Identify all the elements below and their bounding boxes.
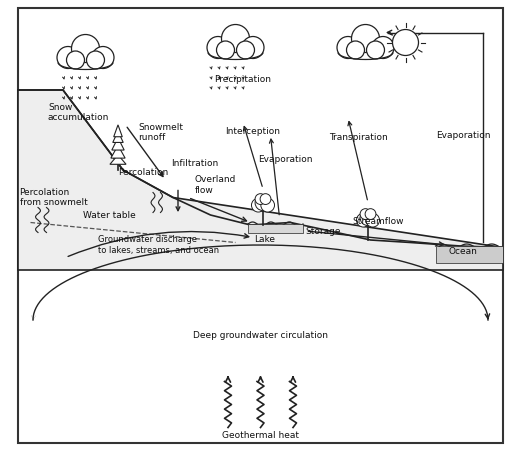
Circle shape xyxy=(86,51,105,69)
Text: Evaporation: Evaporation xyxy=(436,130,490,140)
Text: Lake: Lake xyxy=(254,235,275,244)
Text: Snowmelt
runoff: Snowmelt runoff xyxy=(138,123,183,142)
Circle shape xyxy=(360,209,371,220)
Circle shape xyxy=(365,209,376,220)
Circle shape xyxy=(207,36,229,58)
Circle shape xyxy=(372,36,394,58)
Circle shape xyxy=(242,36,264,58)
Text: Water table: Water table xyxy=(83,212,136,220)
Circle shape xyxy=(392,30,418,55)
Circle shape xyxy=(356,213,370,227)
Circle shape xyxy=(346,41,365,59)
Text: Transpiration: Transpiration xyxy=(329,133,388,142)
Circle shape xyxy=(255,195,271,211)
Text: Percolation: Percolation xyxy=(118,168,168,177)
Text: Ocean: Ocean xyxy=(449,247,477,256)
Text: Storage: Storage xyxy=(305,226,341,235)
Polygon shape xyxy=(110,155,126,164)
Circle shape xyxy=(92,46,114,68)
Polygon shape xyxy=(112,138,124,150)
Polygon shape xyxy=(111,145,125,158)
Circle shape xyxy=(237,41,254,59)
Text: Percolation
from snowmelt: Percolation from snowmelt xyxy=(19,188,87,207)
Circle shape xyxy=(67,51,84,69)
Circle shape xyxy=(252,198,265,212)
Circle shape xyxy=(261,198,275,212)
Circle shape xyxy=(255,194,266,204)
Circle shape xyxy=(366,213,379,227)
Text: Snow
accumulation: Snow accumulation xyxy=(48,103,109,122)
Polygon shape xyxy=(113,131,123,143)
Text: Groundwater discharge
to lakes, streams, and ocean: Groundwater discharge to lakes, streams,… xyxy=(98,235,219,255)
Circle shape xyxy=(217,41,234,59)
Text: Overland
flow: Overland flow xyxy=(194,176,236,195)
Circle shape xyxy=(57,46,79,68)
Circle shape xyxy=(221,24,250,53)
Polygon shape xyxy=(18,90,503,270)
Circle shape xyxy=(71,35,100,63)
Polygon shape xyxy=(436,246,503,262)
Bar xyxy=(58,58,113,68)
Text: Infiltration: Infiltration xyxy=(171,159,219,168)
Polygon shape xyxy=(248,224,303,233)
Bar xyxy=(338,48,393,58)
Text: Geothermal heat: Geothermal heat xyxy=(222,432,299,441)
Text: Deep groundwater circulation: Deep groundwater circulation xyxy=(193,332,328,341)
Circle shape xyxy=(360,210,376,225)
Text: Precipitation: Precipitation xyxy=(215,75,271,84)
Circle shape xyxy=(337,36,359,58)
Circle shape xyxy=(352,24,379,53)
Circle shape xyxy=(366,41,384,59)
Text: Interception: Interception xyxy=(226,126,280,135)
Bar xyxy=(208,48,263,58)
Text: Evaporation: Evaporation xyxy=(258,156,313,165)
Circle shape xyxy=(260,194,271,204)
Text: Streamflow: Streamflow xyxy=(352,216,404,225)
Polygon shape xyxy=(114,125,122,137)
